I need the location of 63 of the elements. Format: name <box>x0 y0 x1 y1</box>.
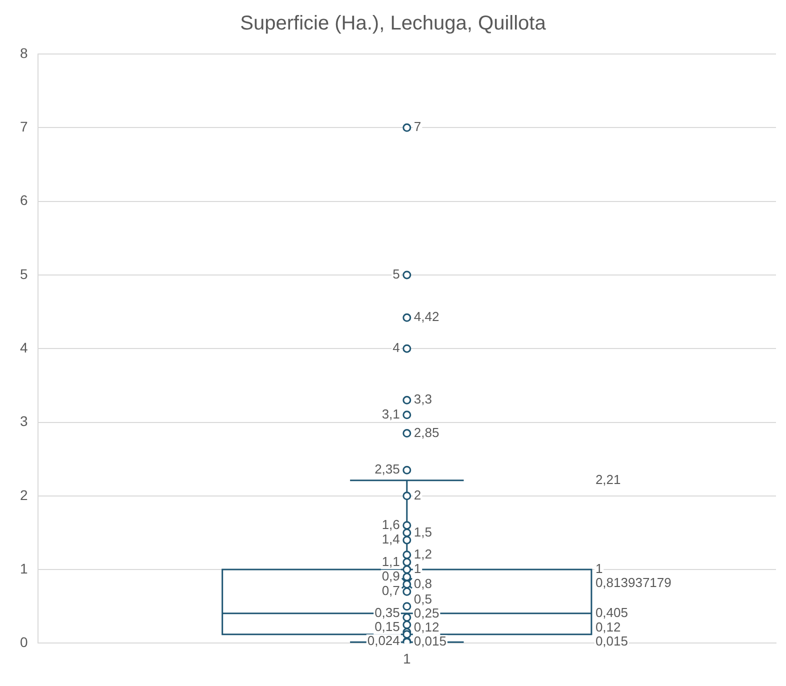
data-label: 5 <box>392 266 400 282</box>
data-label: 0,15 <box>374 619 400 634</box>
data-label: 3,1 <box>382 406 400 422</box>
point <box>402 565 412 574</box>
data-label: 1 <box>414 561 422 576</box>
data-label: 2,35 <box>374 462 400 477</box>
point <box>402 580 412 589</box>
point <box>402 123 412 132</box>
point <box>402 536 412 544</box>
data-label: 0,024 <box>367 633 400 648</box>
annotation: 2,21 <box>595 472 621 488</box>
data-label: 0,12 <box>414 620 440 635</box>
data-label: 0,9 <box>382 568 400 584</box>
annotation: 0,12 <box>595 620 621 635</box>
data-label: 1,6 <box>382 516 400 532</box>
data-label: 0,7 <box>382 583 400 598</box>
y-tick-label: 5 <box>20 266 28 282</box>
data-label: 1,5 <box>414 524 432 540</box>
point <box>402 396 412 404</box>
data-label: 1,1 <box>382 554 400 569</box>
data-label: 2 <box>414 487 422 502</box>
point <box>402 466 412 474</box>
annotation: 0,015 <box>595 634 628 649</box>
point <box>402 587 412 596</box>
y-tick-label: 1 <box>20 560 28 576</box>
annotation: 0,813937179 <box>595 574 672 590</box>
point <box>402 613 412 622</box>
data-label: 3,3 <box>414 392 432 407</box>
data-label: 0,015 <box>414 634 446 649</box>
y-tick-label: 2 <box>20 486 28 503</box>
point <box>402 550 412 560</box>
data-label: 0,5 <box>414 592 432 607</box>
point <box>402 410 412 420</box>
chart-title: Superficie (Ha.), Lechuga, Quillota <box>240 12 547 35</box>
point <box>402 620 412 630</box>
data-label: 0,35 <box>374 605 400 620</box>
data-label: 1,4 <box>382 532 400 547</box>
data-label: 4,42 <box>414 309 440 324</box>
y-tick-label: 3 <box>20 413 28 430</box>
point <box>402 572 412 582</box>
point <box>402 630 412 639</box>
annotation: 1 <box>595 560 603 576</box>
data-label: 0,8 <box>414 576 432 591</box>
data-label: 0,25 <box>414 606 440 621</box>
data-label: 2,85 <box>414 424 440 440</box>
data-label: 1,2 <box>414 546 432 562</box>
point <box>402 492 412 500</box>
y-tick-label: 4 <box>20 339 28 356</box>
point <box>402 270 412 280</box>
y-tick-label: 7 <box>20 118 28 135</box>
point <box>402 313 412 322</box>
point <box>402 602 412 611</box>
y-tick-label: 6 <box>20 192 28 208</box>
point <box>402 528 412 537</box>
point <box>402 344 412 353</box>
point <box>402 429 412 438</box>
data-label: 4 <box>392 340 400 356</box>
annotation: 0,405 <box>595 604 628 620</box>
point <box>402 558 412 566</box>
data-label: 7 <box>414 119 422 134</box>
y-tick-label: 8 <box>20 44 28 61</box>
point <box>402 521 412 530</box>
y-tick-label: 0 <box>20 634 28 650</box>
